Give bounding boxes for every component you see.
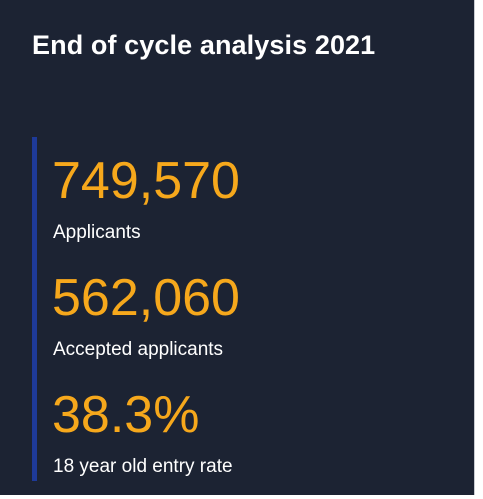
stat-label: Accepted applicants [53, 339, 224, 360]
stat-label: 18 year old entry rate [53, 456, 233, 477]
stat-value: 562,060 [52, 269, 240, 327]
card-title: End of cycle analysis 2021 [32, 30, 376, 60]
stat-value: 38.3% [52, 386, 200, 444]
stat-value: 749,570 [52, 152, 240, 210]
stat-label: Applicants [53, 222, 141, 243]
accent-bar [32, 137, 37, 481]
stats-card: End of cycle analysis 2021 749,570 Appli… [0, 0, 475, 495]
